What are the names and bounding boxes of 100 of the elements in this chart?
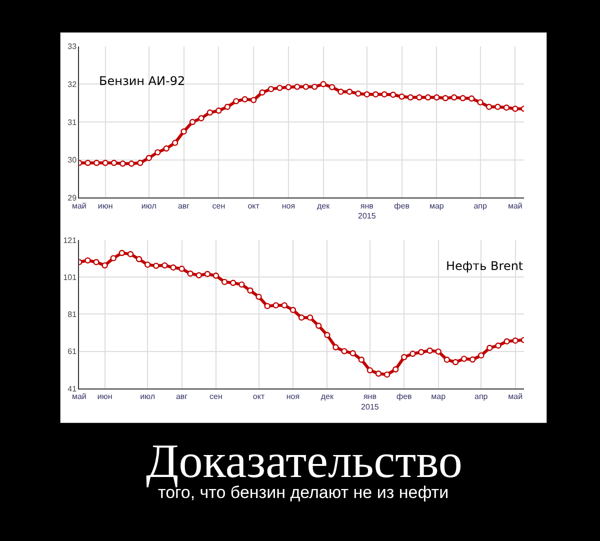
point [144,262,151,268]
point [477,99,484,106]
point [338,88,344,95]
x-tick-label: июн [98,201,113,210]
point [110,160,118,166]
point [212,272,220,279]
point [426,348,433,354]
point [180,128,187,135]
point [172,140,178,146]
x-tick-label: ноя [286,392,300,402]
point [312,84,318,90]
y-tick-label: 32 [68,80,78,89]
point [294,84,300,90]
point [256,294,262,300]
x-tick-label: окт [252,392,265,402]
point [120,160,126,167]
point [486,344,493,351]
point [128,160,135,167]
x-tick-label: мар [431,392,446,402]
point [146,154,152,162]
x-tick-label: май [72,201,86,210]
point [504,338,510,344]
point [259,89,266,96]
point [221,278,228,286]
point [118,250,126,256]
point [512,338,518,344]
point [84,257,91,264]
point [178,266,185,272]
point [204,270,211,278]
point [452,359,459,366]
point [460,95,466,102]
point [444,356,450,363]
point [328,84,336,90]
point [503,104,510,111]
y-tick-label: 101 [63,272,78,282]
x-tick-label: янв 2015 [358,201,376,221]
point [137,160,144,166]
x-tick-label: июн [97,392,112,402]
point [324,332,330,338]
point [366,367,374,374]
point [320,81,326,88]
point [154,149,161,156]
point [224,104,230,110]
point [281,302,288,308]
point [442,95,449,102]
point [460,356,468,362]
y-tick-label: 81 [68,310,78,320]
point [364,91,370,98]
point [230,280,236,286]
point [424,94,432,100]
point [332,344,339,350]
x-tick-label: май [508,392,523,402]
point [418,349,424,356]
point [268,86,274,92]
point [478,352,484,359]
point [285,84,292,90]
point [102,160,108,166]
point [298,314,305,321]
point [272,302,279,308]
point [153,262,160,269]
point [196,272,202,278]
point [110,255,116,262]
point [93,258,100,266]
point [494,104,501,110]
x-tick-label: фев [396,392,412,402]
x-tick-label: сен [210,392,222,402]
x-tick-label: апр [474,392,488,402]
x-tick-label: май [72,392,86,402]
point [390,92,396,98]
point [264,302,270,310]
point [512,106,518,112]
point [495,342,502,349]
point [187,270,194,277]
point [384,371,390,378]
point [250,96,257,104]
x-tick-label: июл [140,392,156,402]
x-tick-label: дек [317,201,330,210]
line-series [79,250,524,378]
point [84,160,91,166]
x-tick-label: июл [141,201,157,210]
x-tick-label: окт [248,201,260,210]
point [372,91,379,98]
x-tick-label: фев [394,201,410,210]
x-tick-label: мар [429,201,444,210]
point [486,104,492,110]
point [316,322,322,329]
text: Бензин АИ-92 [99,74,186,88]
point [198,115,204,122]
y-tick-label: 61 [68,347,78,356]
point [242,96,248,102]
point [216,108,222,114]
x-tick-label: ноя [282,201,296,210]
point [136,256,142,262]
point [306,314,314,321]
point [416,94,422,100]
point [127,251,134,258]
x-tick-label: авг [178,201,190,210]
y-tick-label: 29 [68,194,78,203]
y-tick-label: 41 [68,384,78,394]
point [276,84,283,92]
